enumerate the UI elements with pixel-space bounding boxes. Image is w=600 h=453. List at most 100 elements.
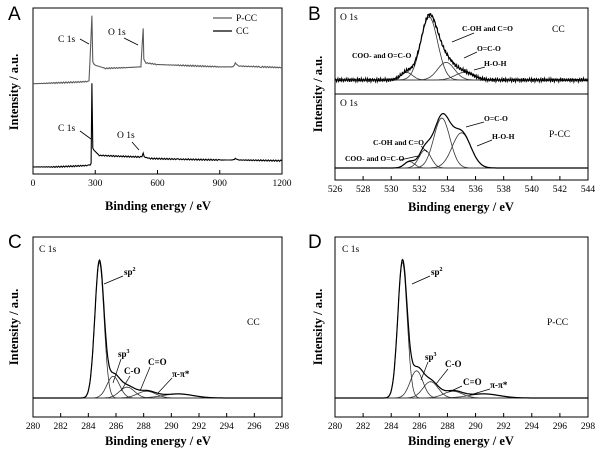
panel-c-component-0 — [33, 261, 282, 399]
panel-c-x-tick-label: 280 — [26, 422, 41, 432]
arrow-d-co — [435, 368, 449, 385]
panel-d-component-0 — [335, 261, 588, 399]
panel-b-bottom-envelope — [335, 113, 588, 169]
panel-b-bottom-core-level: O 1s — [340, 99, 358, 109]
panel-d-curves — [335, 258, 588, 399]
panel-c-frame — [32, 236, 283, 418]
label-c-sp2: sp2 — [124, 267, 136, 277]
arrow-b-top-oco — [463, 51, 478, 59]
panel-d-x-tick-label: 296 — [553, 422, 568, 432]
panel-d-x-tick-label: 288 — [440, 422, 455, 432]
panel-b-x-tick-label: 534 — [440, 185, 455, 195]
panel-letter-c: C — [8, 232, 22, 253]
panel-letter-a: A — [8, 4, 21, 25]
label-b-top-coo: COO- and O=C-O — [352, 51, 411, 60]
panel-c-sample: CC — [247, 318, 260, 328]
series-line-cc — [33, 83, 283, 169]
panel-b-pcc-curves — [335, 113, 588, 169]
arrow-c-co — [120, 375, 131, 392]
panel-d-x-tick-label: 286 — [412, 422, 427, 432]
panel-d-x-tick-label: 280 — [328, 422, 343, 432]
panel-c-xlabel: Binding energy / eV — [105, 434, 211, 448]
panel-b-x-tick-label: 542 — [553, 185, 568, 195]
arrow-b-bot-coh — [420, 145, 428, 153]
panel-b-x-tick-label: 530 — [384, 185, 399, 195]
panel-a-x-ticks: 0 300 600 900 1200 — [31, 170, 292, 189]
panel-a-x-tick-label: 600 — [150, 179, 165, 189]
panel-a-annotation-o1s-pcc: O 1s — [108, 28, 126, 38]
panel-b-x-tick-label: 544 — [581, 185, 596, 195]
panel-d-ylabel: Intensity / a.u. — [311, 289, 325, 365]
panel-d-x-tick-label: 282 — [356, 422, 371, 432]
arrow-c-ceqo — [139, 366, 151, 392]
arrow-c1s-pcc — [79, 38, 90, 45]
label-d-co: C-O — [445, 359, 462, 369]
panel-b-top-core-level: O 1s — [340, 13, 358, 23]
panel-d-x-tick-label: 284 — [384, 422, 399, 432]
panel-c-x-tick-label: 288 — [137, 422, 152, 432]
label-b-bot-coo: COO- and O=C-O — [345, 154, 404, 163]
label-b-bot-oco: O=C-O — [484, 114, 508, 123]
panel-a-series — [32, 15, 283, 169]
panel-b-cc-curves — [334, 12, 589, 84]
panel-b-top-envelope — [334, 12, 589, 84]
arrow-d-ceqo — [448, 385, 463, 393]
panel-a-x-tick-label: 900 — [213, 179, 228, 189]
label-b-top-coh: C-OH and C=O — [462, 24, 513, 33]
panel-a-x-tick-label: 300 — [88, 179, 103, 189]
label-d-sp2: sp2 — [431, 267, 443, 277]
panel-a-survey-spectrum: 0 300 600 900 1200 Binding energy / eV Inten… — [7, 7, 292, 213]
panel-c-x-tick-label: 296 — [247, 422, 262, 432]
panel-c-x-tick-label: 282 — [54, 422, 69, 432]
panel-b-bottom-sample: P-CC — [549, 130, 570, 140]
panel-d-x-tick-label: 290 — [468, 422, 483, 432]
panel-a-ylabel: Intensity / a.u. — [7, 54, 21, 130]
panel-b-x-tick-label: 538 — [497, 185, 512, 195]
legend-label-cc: CC — [236, 27, 249, 37]
panel-c-core-level: C 1s — [39, 245, 56, 255]
label-d-ceqo: C=O — [463, 377, 482, 387]
panel-c-curves — [33, 258, 282, 399]
label-b-bot-coh: C-OH and C=O — [373, 138, 424, 147]
panel-c-x-tick-label: 284 — [81, 422, 96, 432]
panel-c-c1s-cc: 280 282 284 286 288 290 292 294 296 298 Binding e… — [7, 236, 290, 448]
panel-d-component-4 — [335, 393, 588, 399]
panel-b-ylabel: Intensity / a.u. — [311, 56, 325, 132]
arrow-c-pipi — [157, 377, 173, 394]
panel-c-component-3 — [33, 390, 282, 399]
arrow-c-sp3 — [112, 358, 122, 384]
panel-b-o1s-spectra: 526 528 530 532 534 536 538 540 542 544 Binding e… — [311, 7, 596, 214]
arrow-d-sp2 — [411, 275, 431, 285]
label-d-sp3: sp3 — [425, 352, 437, 362]
panel-a-annotation-c1s-cc: C 1s — [58, 124, 75, 134]
label-c-co: C-O — [124, 366, 141, 376]
arrow-b-bot-oco — [465, 121, 485, 128]
panel-b-x-tick-label: 528 — [356, 185, 371, 195]
panel-a-x-tick-label: 1200 — [273, 179, 292, 189]
panel-letter-b: B — [308, 4, 321, 25]
panel-d-xlabel: Binding energy / eV — [408, 434, 514, 448]
panel-c-ylabel: Intensity / a.u. — [7, 289, 21, 365]
panel-c-x-tick-label: 286 — [109, 422, 124, 432]
panel-b-x-tick-label: 540 — [525, 185, 540, 195]
panel-c-x-tick-label: 290 — [164, 422, 179, 432]
label-b-top-hoh: H-O-H — [484, 59, 507, 68]
panel-d-x-ticks: 280 282 284 286 288 290 292 294 296 298 — [328, 413, 595, 432]
arrow-o1s-pcc — [123, 37, 139, 46]
panel-d-sample: P-CC — [547, 318, 568, 328]
arrow-d-sp3 — [420, 361, 429, 381]
series-line-p-cc — [32, 15, 283, 85]
arrow-o1s-cc — [131, 141, 140, 151]
arrow-b-bot-hoh — [476, 139, 493, 147]
panel-b-xlabel: Binding energy / eV — [408, 200, 514, 214]
panel-c-x-tick-label: 298 — [275, 422, 290, 432]
arrow-b-top-coh — [451, 32, 475, 43]
panel-a-annotation-c1s-pcc: C 1s — [58, 35, 75, 45]
panel-c-x-tick-label: 294 — [220, 422, 235, 432]
label-c-pipi: π-π* — [172, 369, 190, 379]
panel-c-x-tick-label: 292 — [192, 422, 207, 432]
label-b-bot-hoh: H-O-H — [492, 132, 515, 141]
panel-d-x-tick-label: 292 — [497, 422, 512, 432]
panel-d-core-level: C 1s — [342, 245, 359, 255]
arrow-c1s-cc — [79, 130, 92, 140]
